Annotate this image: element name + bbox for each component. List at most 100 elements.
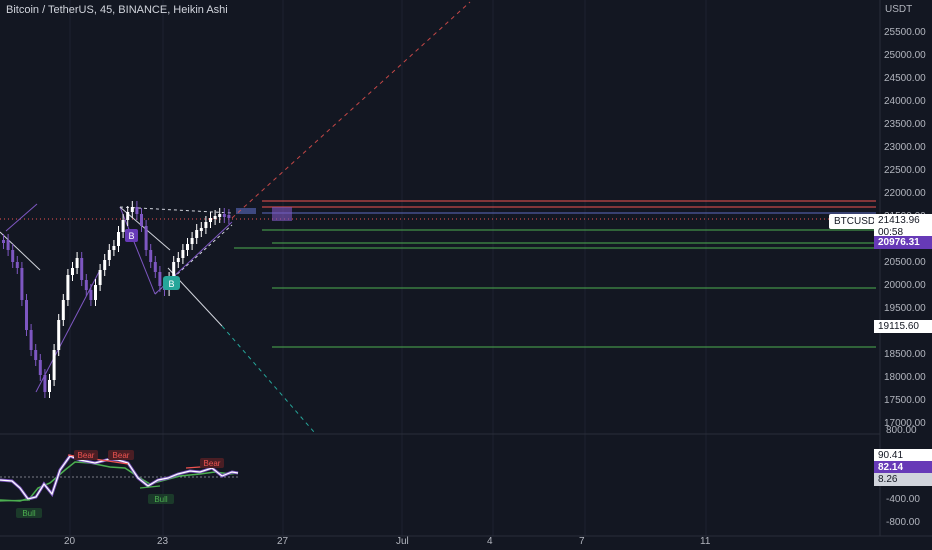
candle-body	[153, 262, 157, 272]
candle-body	[2, 240, 5, 243]
candle-body	[43, 375, 47, 392]
price-tick-label: 17000.00	[884, 418, 926, 429]
candle-body	[20, 268, 24, 300]
candle-body	[34, 350, 38, 360]
candle-body	[186, 244, 189, 250]
candle-body	[199, 228, 203, 231]
pattern-lines	[0, 203, 233, 393]
price-tick-label: 20000.00	[884, 280, 926, 291]
target-box	[272, 207, 292, 221]
price-tick-label: 25500.00	[884, 27, 926, 38]
candles	[2, 201, 231, 398]
price-tick-label: 24000.00	[884, 96, 926, 107]
price-tick-label: 23000.00	[884, 142, 926, 153]
osc-bull-label-1: Bull	[16, 508, 42, 518]
candle-body	[190, 238, 194, 244]
candle-body	[11, 250, 15, 262]
candle-body	[75, 258, 79, 268]
candle-body	[130, 207, 134, 212]
price-tick-label: 20500.00	[884, 257, 926, 268]
candle-body	[98, 270, 102, 285]
candle-body	[222, 214, 226, 217]
candle-body	[57, 320, 61, 350]
chart-title: Bitcoin / TetherUS, 45, BINANCE, Heikin …	[6, 4, 228, 16]
candle-body	[29, 330, 33, 350]
time-tick-label: 11	[700, 536, 711, 547]
candle-body	[80, 258, 84, 280]
level-tag-2: 19115.60	[874, 320, 932, 333]
svg-text:Bear: Bear	[78, 451, 95, 460]
buy-marker-1: B	[125, 229, 138, 242]
candle-body	[89, 290, 93, 300]
svg-text:Bear: Bear	[113, 451, 130, 460]
buy-marker-2: B	[163, 276, 180, 290]
osc-bear-label-1: Bear	[74, 450, 98, 460]
time-tick-label: 4	[487, 536, 493, 547]
price-tick-label: 19500.00	[884, 303, 926, 314]
svg-text:B: B	[128, 231, 134, 241]
price-tick-label: 25000.00	[884, 50, 926, 61]
osc-bear-label-3: Bear	[200, 458, 224, 468]
candle-body	[61, 300, 65, 320]
oscillator-tick-label: -800.00	[886, 517, 920, 528]
price-tick-label: 18500.00	[884, 349, 926, 360]
candle-body	[144, 226, 148, 250]
candle-body	[195, 230, 199, 238]
candle-body	[38, 360, 42, 375]
price-tick-label: 18000.00	[884, 372, 926, 383]
candle-body	[112, 246, 116, 250]
candle-body	[52, 350, 56, 380]
candle-body	[172, 262, 176, 278]
currency-label: USDT	[885, 4, 913, 15]
candle-body	[71, 268, 74, 275]
time-tick-label: 27	[277, 536, 289, 547]
candle-body	[158, 272, 162, 286]
candle-body	[15, 262, 19, 268]
candle-body	[176, 258, 180, 262]
candle-body	[6, 240, 10, 250]
countdown-tag: 00:58	[874, 226, 932, 239]
candle-body	[48, 380, 51, 392]
projection-up	[231, 1, 471, 219]
oscillator-tick-label: -400.00	[886, 494, 920, 505]
price-tick-label: 24500.00	[884, 73, 926, 84]
candle-body	[181, 250, 185, 258]
time-tick-label: 7	[579, 536, 585, 547]
svg-text:Bull: Bull	[154, 495, 168, 504]
candle-body	[25, 300, 28, 330]
candle-body	[103, 260, 107, 270]
price-tick-label: 17500.00	[884, 395, 926, 406]
candle-body	[209, 218, 212, 222]
level-lines	[234, 200, 876, 348]
price-tick-label: 22500.00	[884, 165, 926, 176]
svg-text:Bull: Bull	[22, 509, 36, 518]
candle-body	[107, 250, 111, 260]
candle-body	[121, 220, 125, 232]
oscillator-tick-label: 800.00	[886, 425, 917, 436]
candle-body	[94, 285, 97, 300]
osc-green-line	[0, 461, 239, 502]
candle-body	[213, 216, 217, 219]
candle-body	[117, 232, 120, 246]
candle-body	[204, 222, 208, 228]
last-price-tag: 21413.96	[874, 214, 932, 227]
time-tick-label: Jul	[396, 536, 409, 547]
candle-body	[218, 214, 222, 217]
candle-body	[149, 250, 153, 262]
price-tick-label: 22000.00	[884, 188, 926, 199]
osc-value-2: 82.14	[874, 461, 932, 474]
target-box-2	[236, 208, 256, 214]
candle-body	[135, 207, 139, 214]
osc-bull-label-2: Bull	[148, 494, 174, 504]
osc-value-3: 8.26	[874, 473, 932, 486]
projection-down	[221, 325, 315, 433]
candle-body	[140, 214, 143, 226]
osc-value-1: 90.41	[874, 449, 932, 462]
candle-body	[84, 280, 88, 290]
candle-body	[227, 215, 231, 218]
candle-body	[126, 212, 130, 220]
time-tick-label: 23	[157, 536, 169, 547]
price-tick-label: 23500.00	[884, 119, 926, 130]
candle-body	[66, 275, 70, 300]
